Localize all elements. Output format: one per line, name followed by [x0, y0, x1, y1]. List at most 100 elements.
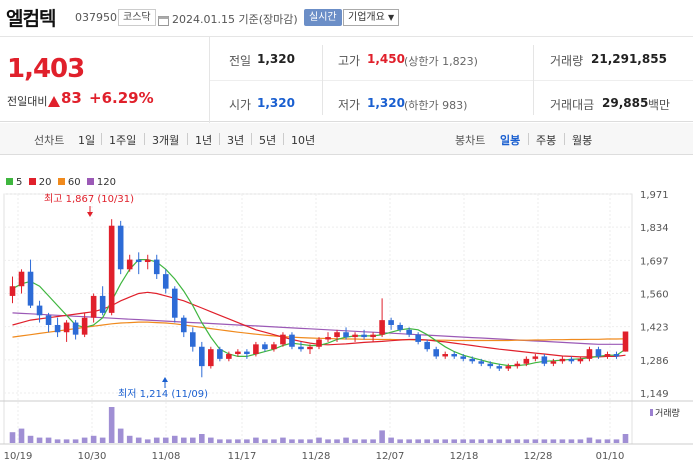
candle-body	[406, 329, 412, 335]
candle	[153, 254, 160, 279]
tab-separator	[101, 133, 102, 145]
candle-body	[604, 354, 611, 357]
volume-bar	[208, 437, 214, 443]
candle	[135, 252, 142, 275]
candle-body	[199, 346, 205, 367]
candle-body	[217, 349, 223, 359]
candle	[117, 220, 124, 275]
candle-body	[90, 295, 97, 318]
candle-body	[99, 295, 106, 313]
price-panel: 1,403 전일대비 83 +6.29% 전일 1,320 고가 1,450 (…	[0, 36, 693, 123]
candle-body	[262, 344, 268, 350]
candle	[451, 351, 458, 359]
candle-body	[126, 259, 133, 270]
candle	[226, 351, 232, 362]
prev-close-label: 전일	[229, 54, 252, 68]
candle	[244, 349, 250, 359]
candle	[496, 363, 503, 371]
y-tick-label: 1,834	[640, 223, 669, 234]
volume-bar	[27, 435, 34, 443]
volume-bar	[568, 439, 575, 443]
tab-separator	[564, 133, 565, 145]
candle-body	[117, 225, 124, 270]
candle-body	[72, 322, 79, 335]
volume-bar	[379, 430, 385, 443]
volume-label: 거래량	[550, 54, 584, 68]
volume-bar	[622, 434, 629, 443]
candle-body	[532, 356, 539, 359]
candle	[361, 329, 367, 340]
volume-bar	[343, 437, 349, 443]
candle-body	[153, 259, 160, 275]
volume-bar	[280, 437, 286, 443]
candle	[271, 341, 277, 352]
candle-body	[108, 225, 115, 313]
candle-body	[397, 324, 403, 330]
volume-bar	[171, 435, 178, 443]
lower-limit: (하한가 983)	[404, 99, 468, 112]
candle	[72, 320, 79, 340]
tab-1y[interactable]: 1년	[195, 134, 213, 147]
volume-bar	[289, 439, 295, 443]
x-tick-label: 10/30	[78, 451, 107, 462]
volume-bar	[406, 439, 412, 443]
tab-10y[interactable]: 10년	[291, 134, 316, 147]
volume-bar	[153, 437, 160, 443]
candle-body	[289, 334, 295, 347]
volume-bar	[63, 439, 70, 443]
prev-close-value: 1,320	[257, 52, 295, 66]
volume-bar	[532, 439, 539, 443]
chart-period-tabs: 선차트 1일 1주일 3개월 1년 3년 5년 10년 봉차트 일봉 주봉 월봉	[0, 123, 693, 155]
tab-monthly[interactable]: 월봉	[572, 134, 593, 147]
candle	[90, 293, 97, 323]
candle-body	[370, 334, 376, 338]
change-amount: 83	[61, 89, 82, 107]
candle	[253, 341, 259, 357]
tab-1w[interactable]: 1주일	[109, 134, 137, 147]
high-annotation: 최고 1,867 (10/31)	[44, 193, 134, 205]
x-tick-label: 10/19	[4, 451, 33, 462]
candle-body	[415, 334, 421, 342]
candle-body	[622, 331, 629, 352]
candle-body	[352, 334, 358, 338]
tab-daily[interactable]: 일봉	[500, 134, 521, 147]
candle-body	[514, 363, 521, 367]
candle-body	[388, 320, 394, 325]
y-tick-label: 1,149	[640, 389, 669, 400]
tab-3m[interactable]: 3개월	[152, 134, 180, 147]
realtime-button[interactable]: 실시간	[304, 9, 342, 26]
open-label: 시가	[229, 98, 252, 112]
tab-weekly[interactable]: 주봉	[536, 134, 557, 147]
candle-body	[334, 332, 340, 338]
candle-body	[180, 317, 187, 333]
candle-body	[442, 354, 448, 357]
candle	[180, 315, 187, 338]
volume-bar	[244, 439, 250, 443]
tab-1d[interactable]: 1일	[78, 134, 96, 147]
candle-body	[171, 288, 178, 318]
candle	[217, 346, 223, 362]
candle-body	[568, 358, 575, 362]
candle-body	[478, 361, 485, 364]
trade-value: 29,885	[602, 96, 649, 110]
volume-bar	[36, 437, 43, 443]
stock-header: 엘컴텍 037950 코스닥 2024.01.15 기준(장마감) 실시간 기업…	[0, 0, 693, 36]
x-tick-label: 12/28	[524, 451, 553, 462]
volume-bar	[460, 439, 467, 443]
company-overview-dropdown[interactable]: 기업개요 ▼	[343, 9, 400, 26]
candle-body	[298, 346, 304, 350]
candle	[595, 346, 602, 359]
volume-bar	[550, 439, 557, 443]
candle-body	[63, 322, 70, 333]
current-price: 1,403	[7, 54, 85, 84]
volume-bar	[523, 439, 530, 443]
volume-bar	[361, 439, 367, 443]
candle	[604, 351, 611, 359]
candle	[108, 219, 115, 316]
quote-date: 2024.01.15 기준(장마감)	[172, 13, 298, 26]
volume-bar	[262, 439, 268, 443]
tab-3y[interactable]: 3년	[227, 134, 245, 147]
candle-body	[27, 271, 34, 306]
tab-5y[interactable]: 5년	[259, 134, 277, 147]
